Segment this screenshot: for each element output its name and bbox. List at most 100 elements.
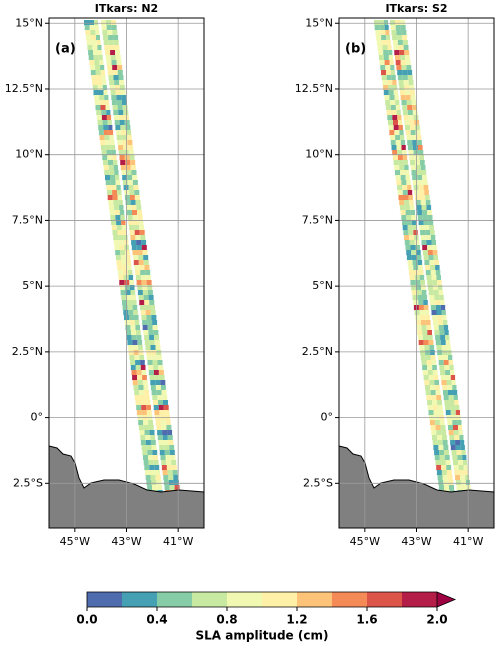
swath-cell (146, 405, 151, 411)
swath-cell (451, 380, 456, 386)
swath-cell (130, 235, 136, 241)
swath-cell (131, 370, 137, 376)
swath-cell (138, 295, 144, 301)
swath-cell (396, 65, 402, 71)
swath-cell (406, 215, 412, 221)
swath-cell (402, 105, 408, 111)
swath-cell (127, 175, 133, 181)
swath-cell (142, 285, 148, 291)
swath-cell (412, 220, 417, 226)
swath-cell (427, 370, 433, 376)
swath-cell (429, 420, 435, 426)
y-tick-label: 10°N (305, 148, 333, 161)
swath-cell (109, 45, 115, 51)
swath-cell (409, 205, 415, 211)
swath-cell (120, 90, 126, 96)
swath-cell (440, 370, 446, 376)
swath-cell (137, 340, 143, 346)
swath-cell (161, 460, 167, 466)
swath-cell (399, 165, 405, 171)
swath-cell (436, 275, 441, 281)
swath-cell (149, 465, 155, 471)
swath-cell (435, 390, 441, 396)
swath-cell (115, 250, 121, 256)
swath-cell (117, 230, 123, 236)
swath-cell (408, 195, 413, 201)
swath-cell (443, 395, 449, 401)
swath-cell (139, 265, 145, 271)
swath-cell (429, 380, 435, 386)
swath-cell (455, 405, 460, 411)
swath-cell (449, 485, 454, 491)
swath-cell (89, 25, 95, 31)
swath-cell (124, 155, 130, 161)
swath-cell (448, 480, 454, 486)
swath-cell (108, 125, 113, 131)
y-tick-label: 5°N (312, 279, 333, 292)
swath-cell (101, 115, 107, 121)
swath-cell (93, 90, 99, 96)
swath-cell (420, 200, 426, 206)
swath-cell (114, 170, 119, 176)
swath-cell (133, 350, 139, 356)
swath-cell (423, 340, 429, 346)
swath-cell (400, 95, 406, 101)
swath-cell (108, 130, 114, 136)
swath-cell (140, 360, 145, 366)
swath-cell (395, 100, 400, 106)
swath-cell (406, 255, 412, 261)
swath-cell (432, 280, 438, 286)
swath-cell (140, 275, 146, 281)
swath-cell (125, 160, 131, 166)
swath-cell (173, 480, 179, 486)
swath-cell (410, 245, 416, 251)
swath-cell (116, 95, 122, 101)
swath-cell (160, 455, 166, 461)
swath-cell (122, 265, 128, 271)
swath-cell (137, 285, 143, 291)
swath-cell (443, 325, 449, 331)
swath-cell (146, 350, 152, 356)
swath-cell (397, 190, 403, 196)
swath-cell (90, 30, 96, 36)
swath-cell (125, 165, 131, 171)
swath-cell (147, 450, 153, 456)
swath-cell (425, 265, 431, 271)
swath-cell (463, 460, 468, 466)
swath-cell (381, 40, 387, 46)
swath-cell (111, 100, 117, 106)
swath-cell (425, 195, 430, 201)
swath-cell (121, 135, 127, 141)
swath-cell (450, 410, 456, 416)
swath-cell (115, 90, 121, 96)
swath-cell (429, 225, 434, 231)
swath-cell (438, 445, 444, 451)
swath-cell (101, 150, 107, 156)
swath-cell (447, 475, 453, 481)
swath-cell (432, 400, 438, 406)
swath-cell (405, 125, 410, 131)
swath-cell (383, 55, 389, 61)
swath-cell (406, 135, 412, 141)
swath-cell (148, 455, 153, 461)
swath-cell (385, 100, 391, 106)
swath-cell (437, 320, 443, 326)
swath-cell (416, 285, 422, 291)
swath-cell (416, 255, 422, 261)
swath-cell (432, 370, 438, 376)
swath-cell (128, 150, 134, 156)
swath-cell (453, 395, 458, 401)
swath-cell (146, 315, 152, 321)
swath-cell (389, 130, 395, 136)
swath-cell (417, 145, 423, 151)
swath-cell (433, 325, 439, 331)
swath-cell (134, 225, 140, 231)
swath-cell (123, 145, 129, 151)
swath-cell (401, 145, 406, 151)
swath-cell (111, 220, 117, 226)
swath-cell (432, 435, 437, 441)
swath-cell (466, 485, 471, 491)
swath-cell (439, 485, 444, 491)
swath-cell (113, 200, 119, 206)
swath-cell (162, 430, 168, 436)
